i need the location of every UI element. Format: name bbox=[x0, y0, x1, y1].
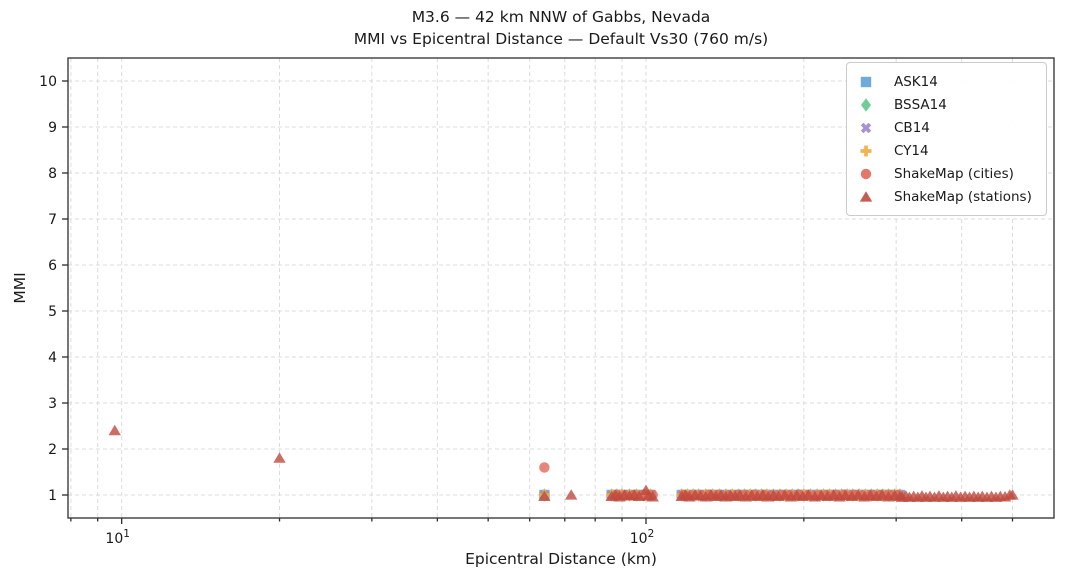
ask14-square-icon bbox=[860, 76, 872, 87]
title-block: M3.6 — 42 km NNW of Gabbs, Nevada MMI vs… bbox=[68, 6, 1054, 51]
shakemap-cities-circle-icon bbox=[860, 168, 872, 179]
x-tick-label: 102 bbox=[630, 528, 655, 547]
legend-marker-glyph bbox=[861, 97, 871, 112]
y-tick-label: 4 bbox=[48, 350, 57, 366]
y-tick-label: 10 bbox=[39, 74, 57, 90]
cb14-x-icon bbox=[860, 122, 872, 133]
legend-marker-glyph bbox=[859, 190, 873, 202]
plot-border bbox=[67, 57, 1055, 519]
chart-title: M3.6 — 42 km NNW of Gabbs, Nevada bbox=[411, 8, 711, 26]
y-tick-label: 8 bbox=[48, 166, 57, 182]
triangle-marker bbox=[646, 491, 659, 502]
legend-item-bssa14: BSSA14 bbox=[857, 93, 1038, 116]
y-axis-label: MMI bbox=[11, 272, 29, 304]
triangle-marker bbox=[859, 190, 873, 202]
triangle-marker bbox=[1006, 489, 1019, 500]
square-marker bbox=[860, 76, 872, 87]
legend-marker-glyph bbox=[860, 168, 872, 179]
y-tick-label: 7 bbox=[48, 212, 57, 228]
legend-marker-glyph bbox=[860, 122, 872, 133]
triangle-marker bbox=[108, 424, 121, 436]
triangle-marker bbox=[632, 490, 646, 501]
legend-label-cb14: CB14 bbox=[894, 119, 930, 136]
legend-item-shakemap-cities: ShakeMap (cities) bbox=[857, 162, 1038, 185]
cy14-plus-icon bbox=[860, 145, 872, 156]
tick-labels: 1 2 3 4 5 6 7 8 9 10 101 102 bbox=[39, 74, 654, 547]
circle-marker bbox=[539, 462, 550, 473]
x-tick-label: 101 bbox=[105, 528, 130, 547]
diamond-marker bbox=[861, 97, 871, 112]
y-tick-label: 1 bbox=[48, 488, 57, 504]
triangle-marker bbox=[273, 452, 286, 463]
shakemap-stations-triangle-icon bbox=[859, 190, 873, 202]
y-tick-label: 3 bbox=[48, 396, 57, 412]
legend-label-shakemap-cities: ShakeMap (cities) bbox=[894, 165, 1014, 182]
series-shakemap-stations- bbox=[108, 424, 1019, 502]
legend-item-ask14: ASK14 bbox=[857, 70, 1038, 93]
axis-ticks bbox=[62, 80, 1014, 524]
y-tick-label: 9 bbox=[48, 120, 57, 136]
circle-marker bbox=[860, 168, 872, 179]
legend: ASK14 BSSA14 CB14 CY14 ShakeMap (cities)… bbox=[846, 62, 1047, 216]
legend-item-cy14: CY14 bbox=[857, 139, 1038, 162]
legend-label-bssa14: BSSA14 bbox=[894, 96, 947, 113]
legend-marker-glyph bbox=[860, 145, 872, 156]
y-tick-label: 2 bbox=[48, 442, 57, 458]
x-axis-label: Epicentral Distance (km) bbox=[465, 550, 657, 568]
triangle-marker bbox=[564, 489, 578, 500]
legend-label-ask14: ASK14 bbox=[894, 73, 938, 90]
plus-marker bbox=[860, 145, 872, 156]
x-marker bbox=[860, 122, 872, 133]
chart-subtitle: MMI vs Epicentral Distance — Default Vs3… bbox=[353, 30, 769, 49]
legend-label-shakemap-stations: ShakeMap (stations) bbox=[894, 188, 1032, 205]
y-tick-label: 6 bbox=[48, 258, 57, 274]
legend-item-shakemap-stations: ShakeMap (stations) bbox=[857, 185, 1038, 208]
legend-item-cb14: CB14 bbox=[857, 116, 1038, 139]
triangle-marker bbox=[538, 490, 551, 501]
bssa14-diamond-icon bbox=[861, 97, 871, 112]
legend-marker-glyph bbox=[860, 76, 872, 87]
legend-label-cy14: CY14 bbox=[894, 142, 929, 159]
y-tick-label: 5 bbox=[48, 304, 57, 320]
